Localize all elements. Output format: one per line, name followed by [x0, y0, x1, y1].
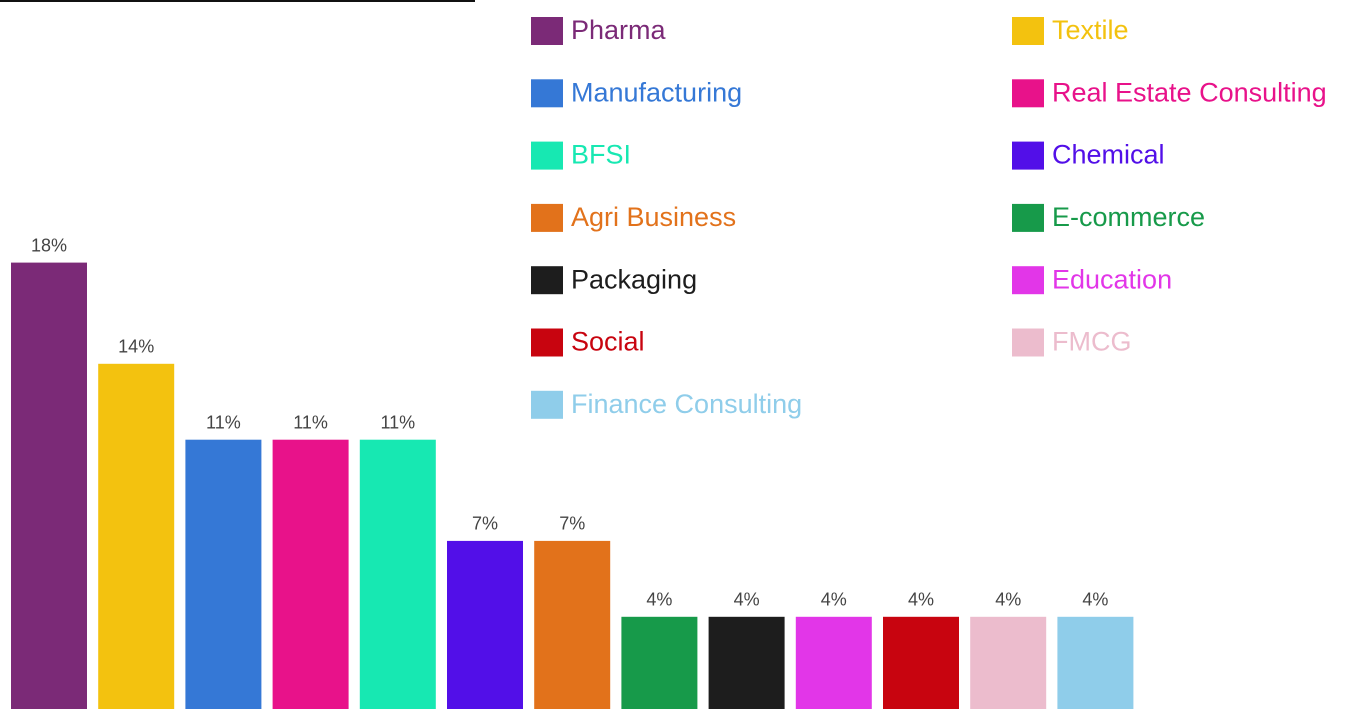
bar — [185, 439, 262, 709]
legend-label: FMCG — [1052, 327, 1131, 357]
legend-swatch — [531, 17, 563, 45]
legend-swatch — [531, 141, 563, 170]
legend-swatch — [1012, 79, 1044, 108]
value-label: 18% — [31, 235, 67, 255]
legend-swatch — [531, 266, 563, 295]
value-label: 4% — [995, 590, 1021, 610]
legend-label: Manufacturing — [571, 77, 742, 107]
bar — [1057, 616, 1134, 709]
bar — [883, 616, 959, 709]
bar — [970, 616, 1047, 709]
value-label: 11% — [380, 412, 415, 432]
legend-swatch — [531, 203, 563, 232]
value-label: 7% — [559, 514, 585, 534]
legend-label: Education — [1052, 264, 1172, 294]
legend-swatch — [1012, 141, 1044, 170]
bar — [447, 540, 523, 709]
value-label: 4% — [821, 590, 847, 610]
legend-swatch — [531, 328, 563, 357]
legend-swatch — [1012, 266, 1044, 295]
bar — [621, 616, 698, 709]
legend-label: Finance Consulting — [571, 389, 802, 419]
value-label: 11% — [206, 412, 241, 432]
legend-label: BFSI — [571, 140, 631, 170]
legend-label: E-commerce — [1052, 202, 1205, 232]
legend-swatch — [1012, 203, 1044, 232]
value-label: 11% — [293, 412, 328, 432]
legend-label: Social — [571, 327, 645, 357]
value-label: 14% — [118, 337, 154, 357]
legend-swatch — [531, 390, 563, 419]
bar — [11, 262, 87, 709]
value-label: 4% — [646, 590, 672, 610]
legend-label: Pharma — [571, 15, 667, 45]
bar — [272, 439, 349, 709]
value-label: 4% — [908, 590, 934, 610]
value-label: 7% — [472, 514, 498, 534]
legend-label: Real Estate Consulting — [1052, 77, 1327, 107]
legend-label: Packaging — [571, 264, 697, 294]
bar — [98, 363, 175, 709]
value-label: 4% — [1082, 590, 1108, 610]
legend-label: Textile — [1052, 15, 1129, 45]
legend-swatch — [1012, 328, 1044, 357]
bar — [795, 616, 872, 709]
value-label: 4% — [734, 590, 760, 610]
bar — [534, 540, 611, 709]
legend-swatch — [1012, 17, 1044, 45]
legend-swatch — [531, 79, 563, 108]
legend-label: Chemical — [1052, 140, 1165, 170]
legend-label: Agri Business — [571, 202, 736, 232]
bar — [359, 439, 436, 709]
bar — [708, 616, 785, 709]
